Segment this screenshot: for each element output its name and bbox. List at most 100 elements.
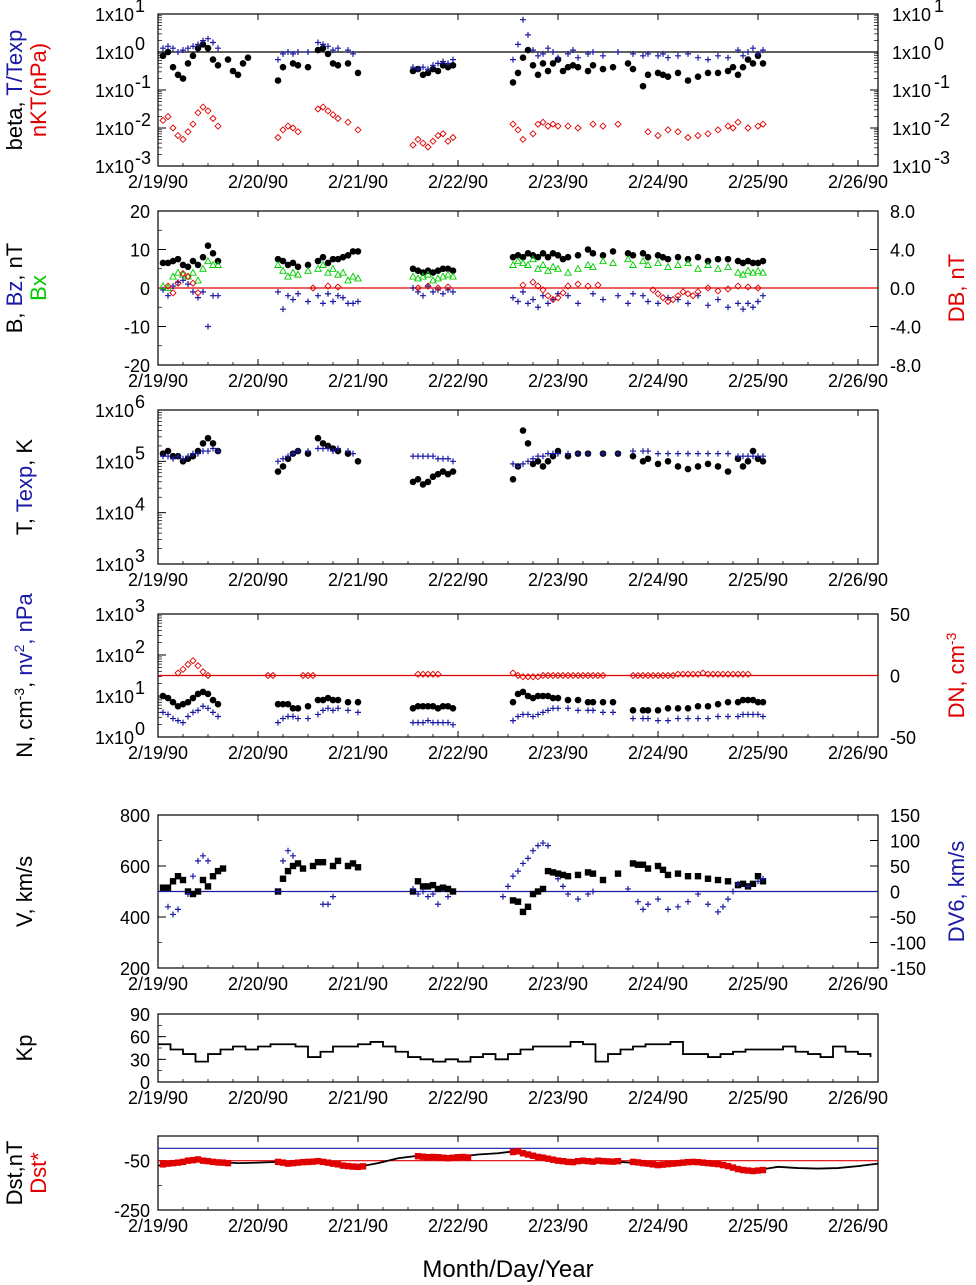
y-tick-label: 90 — [130, 1005, 150, 1025]
y-tick-label: -250 — [114, 1201, 150, 1221]
data-point — [534, 253, 542, 261]
data-point — [525, 711, 531, 718]
data-point — [355, 709, 361, 716]
data-point — [575, 54, 581, 61]
data-point — [715, 296, 721, 303]
data-point — [760, 875, 766, 882]
data-point — [745, 300, 751, 307]
x-tick-label: 2/19/90 — [128, 570, 188, 590]
data-point — [289, 862, 297, 870]
data-point — [414, 878, 422, 885]
data-point — [739, 270, 747, 278]
data-point — [200, 288, 206, 295]
data-point — [519, 253, 527, 261]
y-tick-label: 1x10 — [95, 504, 134, 524]
y-tick-label: -20 — [124, 356, 150, 376]
data-point — [339, 1162, 347, 1169]
x-tick-label: 2/25/90 — [728, 743, 788, 763]
data-point — [734, 698, 742, 706]
data-point — [519, 688, 527, 696]
data-point — [524, 260, 532, 268]
data-point — [174, 268, 182, 276]
data-point — [304, 63, 312, 71]
data-point — [539, 286, 547, 294]
data-point — [169, 878, 177, 885]
data-point — [344, 276, 352, 284]
x-tick-label: 2/20/90 — [228, 1088, 288, 1108]
y-axis-label-secondary: nKT(nPa) — [26, 43, 51, 137]
series-dv6 — [165, 840, 766, 918]
data-point — [339, 268, 347, 276]
data-point — [759, 268, 767, 276]
data-point — [515, 713, 521, 720]
y-tick-label: 800 — [120, 806, 150, 826]
data-point — [630, 290, 636, 297]
data-point — [294, 263, 302, 271]
data-point — [564, 253, 572, 261]
data-point — [170, 715, 176, 722]
data-point — [209, 873, 217, 880]
data-point — [694, 1158, 702, 1166]
data-point — [185, 891, 191, 898]
data-point — [204, 107, 212, 115]
data-point — [550, 296, 556, 303]
data-point — [205, 857, 211, 864]
x-tick-label: 2/24/90 — [628, 570, 688, 590]
data-point — [665, 450, 671, 457]
data-point — [539, 671, 547, 680]
data-point — [199, 1157, 207, 1164]
data-point — [169, 63, 177, 71]
data-point — [205, 323, 211, 330]
data-point — [734, 71, 742, 79]
data-point — [424, 282, 432, 290]
data-point — [519, 673, 527, 681]
y-axis-label: V, km/s — [12, 856, 37, 927]
data-point — [274, 133, 282, 142]
y-tick-exponent: 4 — [135, 495, 145, 515]
data-point — [184, 1157, 192, 1164]
data-point — [549, 120, 557, 128]
data-point — [655, 896, 661, 903]
data-point — [359, 1163, 367, 1170]
data-point — [554, 671, 562, 680]
data-point — [749, 696, 757, 704]
data-point — [200, 852, 206, 859]
data-point — [645, 50, 651, 57]
data-point — [209, 440, 217, 447]
data-point — [684, 77, 692, 84]
data-point — [290, 852, 296, 859]
data-point — [334, 114, 342, 123]
data-point — [715, 908, 721, 915]
x-tick-label: 2/26/90 — [828, 570, 888, 590]
data-point — [539, 60, 547, 67]
data-point — [189, 694, 197, 702]
data-point — [449, 1154, 457, 1161]
data-point — [169, 1159, 177, 1167]
data-point — [664, 126, 672, 134]
data-point — [734, 268, 742, 276]
data-point — [559, 289, 567, 297]
data-point — [534, 458, 542, 465]
data-point — [664, 297, 672, 306]
data-point — [539, 463, 547, 470]
data-point — [184, 272, 192, 281]
data-point — [739, 880, 747, 888]
right-tick-label: 1x10 — [892, 5, 931, 25]
data-point — [659, 866, 667, 874]
y-tick-exponent: 0 — [135, 34, 145, 54]
y-tick-label: 0 — [140, 1073, 150, 1093]
data-point — [544, 122, 552, 130]
data-point — [694, 73, 702, 80]
data-point — [410, 64, 416, 71]
data-point — [515, 41, 521, 48]
data-point — [729, 63, 737, 71]
data-point — [624, 254, 632, 263]
data-point — [419, 670, 427, 678]
data-point — [435, 60, 441, 67]
data-point — [165, 43, 171, 50]
data-point — [514, 671, 522, 680]
data-point — [685, 450, 691, 457]
data-point — [654, 707, 662, 714]
series-db — [164, 269, 762, 306]
data-point — [714, 876, 722, 884]
